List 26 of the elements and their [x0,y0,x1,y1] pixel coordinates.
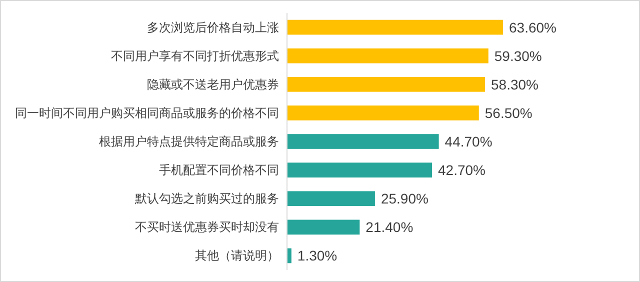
data-label: 58.30% [491,76,538,92]
bar [287,220,360,235]
y-tick-label: 根据用户特点提供特定商品或服务 [99,134,279,148]
bar [287,20,503,35]
bar [287,191,375,206]
data-label: 56.50% [484,104,532,121]
bar [287,106,479,120]
y-tick-label: 同一时间不同用户购买相同商品或服务的价格不同 [15,106,279,120]
y-tick-label: 多次浏览后价格自动上涨 [147,20,279,34]
bar [287,134,439,149]
data-label: 44.70% [444,134,492,150]
y-tick-label: 不同用户享有不同打折优惠形式 [111,48,279,63]
data-label: 42.70% [438,162,486,178]
bar [287,48,488,64]
data-label: 59.30% [494,48,542,64]
data-label: 1.30% [297,248,338,264]
y-tick-label: 隐藏或不送老用户优惠券 [147,77,279,92]
y-tick-label: 手机配置不同价格不同 [159,163,279,178]
bar [287,162,432,178]
bar [287,76,485,92]
data-label: 21.40% [366,219,414,236]
data-label: 25.90% [380,190,428,207]
y-tick-label: 默认勾选之前购买过的服务 [134,192,279,206]
data-label: 63.60% [509,19,556,36]
y-tick-label: 不买时送优惠券买时却没有 [135,220,279,234]
y-tick-label: 其他（请说明） [195,248,279,263]
